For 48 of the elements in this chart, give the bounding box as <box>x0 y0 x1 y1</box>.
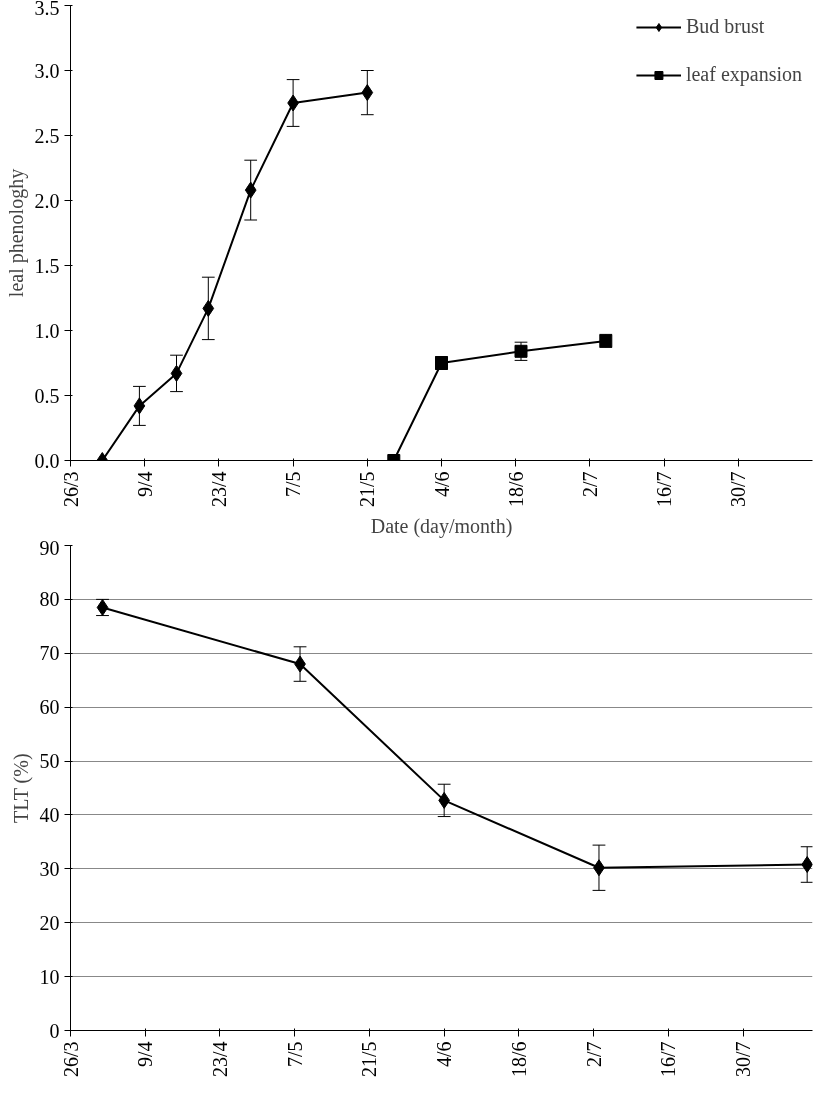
legend-label: Bud brust <box>685 15 765 38</box>
x-tick-label: 23/4 <box>207 471 230 508</box>
point <box>361 84 374 102</box>
x-tick-label: 9/4 <box>133 471 156 498</box>
point <box>244 181 257 199</box>
x-tick-label: 30/7 <box>727 471 750 508</box>
y-tick-label: 60 <box>39 696 60 719</box>
point <box>202 299 215 317</box>
y-axis-title: leal phenologhy <box>4 168 28 298</box>
x-tick-label: 26/3 <box>59 471 82 508</box>
point <box>133 397 146 415</box>
y-tick-label: 3.5 <box>34 0 60 19</box>
y-tick-label: 20 <box>39 911 60 934</box>
y-tick-label: 50 <box>39 750 60 773</box>
y-tick-label: 1.0 <box>34 319 60 342</box>
y-tick-label: 2.0 <box>34 189 60 212</box>
x-tick-label: 4/6 <box>433 1041 456 1068</box>
x-tick-label: 2/7 <box>578 471 601 498</box>
x-tick-label: 18/6 <box>507 1041 530 1078</box>
x-tick-label: 18/6 <box>504 471 527 508</box>
x-tick-label: 30/7 <box>732 1041 755 1078</box>
y-tick-label: 3.0 <box>34 59 60 82</box>
y-tick-label: 0 <box>49 1019 60 1042</box>
y-tick-label: 40 <box>39 803 60 826</box>
y-tick-label: 80 <box>39 588 60 611</box>
x-tick-label: 21/5 <box>356 471 379 508</box>
y-tick-label: 0.5 <box>34 384 60 407</box>
legend-label: leaf expansion <box>685 63 802 86</box>
x-tick-label: 21/5 <box>358 1041 381 1078</box>
x-tick-label: 16/7 <box>657 1041 680 1078</box>
y-tick-label: 70 <box>39 642 60 665</box>
y-tick-label: 30 <box>39 857 60 880</box>
x-tick-label: 4/6 <box>430 471 453 498</box>
x-tick-label: 7/5 <box>282 471 305 498</box>
y-tick-label: 90 <box>39 536 60 559</box>
x-tick-label: 16/7 <box>653 471 676 508</box>
x-tick-label: 23/4 <box>208 1041 231 1078</box>
y-axis-title: TLT (%) <box>9 753 33 823</box>
x-tick-label: 2/7 <box>582 1041 605 1068</box>
y-tick-label: 1.5 <box>34 254 60 277</box>
x-axis-title: Date (day/month) <box>370 515 513 539</box>
x-tick-label: 9/4 <box>134 1041 157 1068</box>
x-tick-label: 7/5 <box>283 1041 306 1068</box>
x-tick-label: 26/3 <box>59 1041 82 1078</box>
y-tick-label: 2.5 <box>34 124 60 147</box>
y-tick-label: 10 <box>39 965 60 988</box>
point <box>170 364 183 382</box>
y-tick-label: 0.0 <box>34 449 60 472</box>
